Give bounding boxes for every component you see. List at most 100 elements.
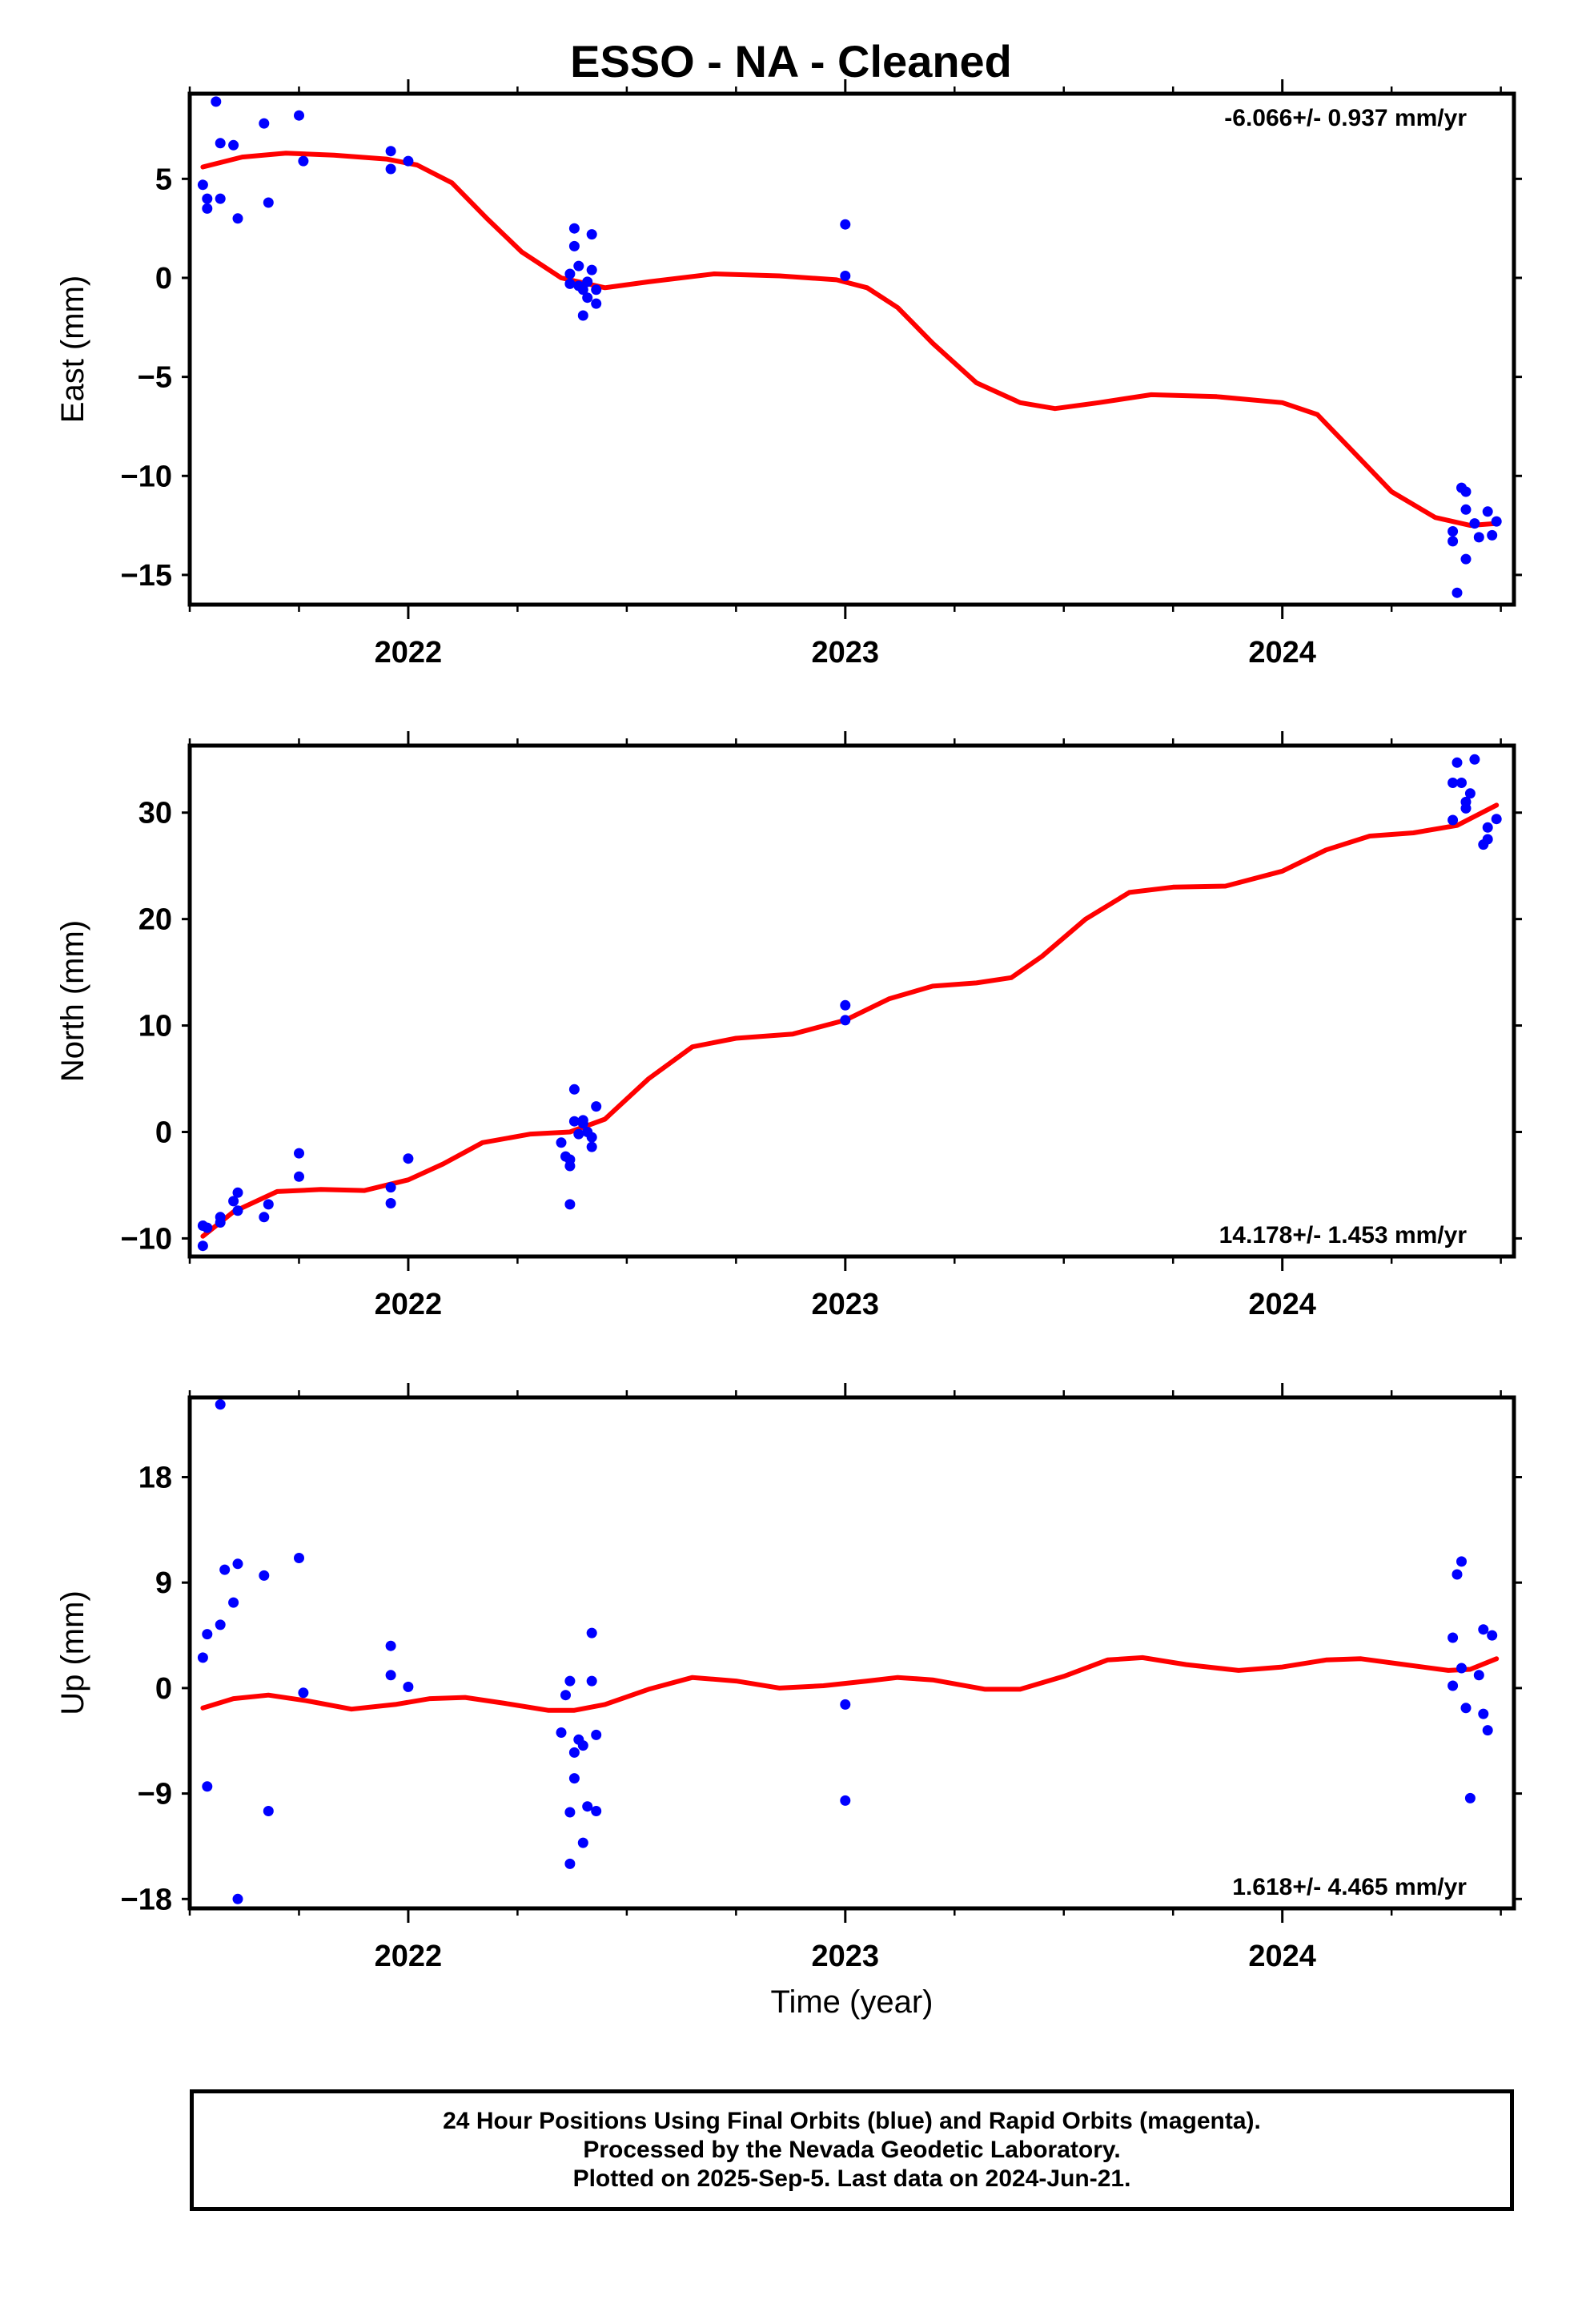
data-point xyxy=(1491,814,1502,825)
y-tick-label: 5 xyxy=(155,163,172,196)
data-point xyxy=(1478,1624,1489,1635)
data-point xyxy=(385,163,396,175)
data-point xyxy=(232,1187,243,1198)
data-point xyxy=(568,1084,580,1095)
data-point xyxy=(568,1773,580,1784)
data-point xyxy=(586,1132,597,1143)
y-tick-label: −15 xyxy=(121,559,172,593)
data-point xyxy=(298,1687,309,1699)
data-point xyxy=(1473,1670,1484,1681)
x-tick-label: 2022 xyxy=(375,1940,443,1973)
data-point xyxy=(1482,822,1493,833)
data-point xyxy=(1456,1663,1467,1674)
data-point xyxy=(403,1153,414,1164)
data-point xyxy=(564,1807,576,1818)
data-point xyxy=(564,1858,576,1869)
y-tick-label: −9 xyxy=(138,1778,172,1811)
y-tick-label: −10 xyxy=(121,1222,172,1256)
data-point xyxy=(385,146,396,157)
data-point xyxy=(564,1154,576,1165)
data-point xyxy=(197,1240,208,1252)
data-point xyxy=(568,223,580,234)
data-point xyxy=(586,1141,597,1152)
data-point xyxy=(591,1729,602,1740)
data-point xyxy=(564,1675,576,1687)
data-point xyxy=(577,1837,588,1848)
data-point xyxy=(263,1199,274,1210)
data-point xyxy=(259,1570,270,1581)
y-axis-title: East (mm) xyxy=(55,275,90,423)
data-point xyxy=(577,284,588,296)
y-tick-label: 0 xyxy=(155,1672,172,1706)
data-point xyxy=(232,1558,243,1570)
data-point xyxy=(568,1116,580,1127)
rate-label: 14.178+/- 1.453 mm/yr xyxy=(1219,1222,1468,1248)
data-point xyxy=(1456,1556,1467,1567)
plot-frame xyxy=(187,1395,1516,1911)
y-axis-title: Up (mm) xyxy=(55,1590,90,1715)
data-point xyxy=(586,1675,597,1687)
data-point xyxy=(1460,802,1472,814)
data-point xyxy=(215,193,226,204)
rate-label: -6.066+/- 0.937 mm/yr xyxy=(1224,105,1467,131)
data-point xyxy=(211,96,222,107)
data-point xyxy=(591,298,602,309)
data-point xyxy=(1452,1569,1463,1580)
y-tick-label: 9 xyxy=(155,1566,172,1600)
data-point xyxy=(1460,504,1472,515)
data-point xyxy=(586,264,597,275)
data-point xyxy=(564,268,576,279)
data-point xyxy=(840,1699,851,1710)
data-point xyxy=(202,1222,213,1233)
fit-line xyxy=(200,1655,1500,1713)
data-point xyxy=(228,1597,239,1608)
y-tick-label: 0 xyxy=(155,262,172,296)
footer-line-1: 24 Hour Positions Using Final Orbits (bl… xyxy=(443,2108,1261,2134)
chart-title: ESSO - NA - Cleaned xyxy=(570,36,1012,86)
data-point xyxy=(1491,516,1502,527)
data-point xyxy=(591,1806,602,1816)
plot-frame xyxy=(187,91,1516,607)
data-point xyxy=(1447,1632,1459,1643)
data-point xyxy=(403,155,414,167)
y-tick-label: 0 xyxy=(155,1116,172,1149)
data-point xyxy=(1464,1792,1476,1803)
data-point xyxy=(577,1118,588,1129)
data-point xyxy=(577,1740,588,1751)
data-point xyxy=(263,197,274,208)
data-point xyxy=(228,1196,239,1207)
data-point xyxy=(202,203,213,214)
y-tick-label: 18 xyxy=(139,1462,172,1495)
data-point xyxy=(1487,529,1498,541)
x-tick-label: 2023 xyxy=(812,1288,880,1321)
data-point xyxy=(1447,536,1459,547)
data-point xyxy=(1469,518,1480,529)
data-point xyxy=(294,1171,304,1182)
footer-line-2: Processed by the Nevada Geodetic Laborat… xyxy=(583,2137,1121,2163)
data-point xyxy=(582,292,593,304)
x-axis-title: Time (year) xyxy=(771,1984,934,2020)
data-point xyxy=(294,1148,304,1159)
data-point xyxy=(215,138,226,149)
y-tick-label: 30 xyxy=(139,797,172,830)
data-point xyxy=(385,1670,396,1681)
y-tick-label: −18 xyxy=(121,1883,172,1916)
data-point xyxy=(573,260,584,271)
data-point xyxy=(1456,778,1467,788)
data-point xyxy=(582,1801,593,1812)
plot-frame xyxy=(187,743,1516,1259)
x-tick-label: 2022 xyxy=(375,636,443,669)
data-point xyxy=(1452,587,1463,598)
data-point xyxy=(202,1781,213,1792)
y-tick-label: −5 xyxy=(138,361,172,395)
data-point xyxy=(591,284,602,296)
data-point xyxy=(202,1629,213,1640)
data-point xyxy=(197,179,208,191)
data-point xyxy=(259,118,270,129)
data-point xyxy=(215,1399,226,1410)
data-point xyxy=(385,1640,396,1651)
x-tick-label: 2024 xyxy=(1248,1288,1316,1321)
data-point xyxy=(591,1101,602,1112)
data-point xyxy=(840,1015,851,1026)
data-point xyxy=(215,1212,226,1223)
